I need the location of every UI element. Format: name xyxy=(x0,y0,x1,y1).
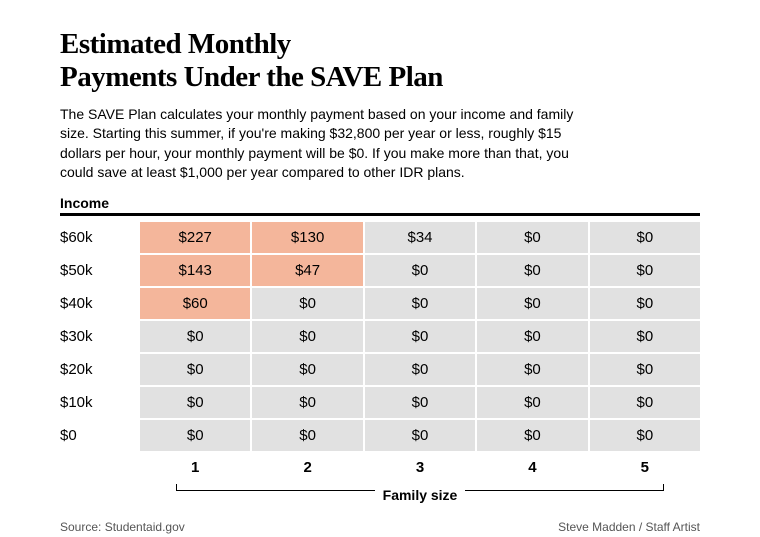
family-size-header: 4 xyxy=(477,455,587,480)
payment-cell: $0 xyxy=(365,255,475,286)
table-row: $30k$0$0$0$0$0 xyxy=(60,321,700,352)
payment-cell: $227 xyxy=(140,222,250,253)
payment-cell: $0 xyxy=(590,354,700,385)
table-row: $60k$227$130$34$0$0 xyxy=(60,222,700,253)
payment-cell: $0 xyxy=(365,354,475,385)
family-size-header: 5 xyxy=(590,455,700,480)
income-level: $20k xyxy=(60,355,140,384)
payment-cell: $0 xyxy=(252,354,362,385)
title-line-1: Estimated Monthly xyxy=(60,28,291,60)
payment-cell: $0 xyxy=(252,420,362,451)
chart-description: The SAVE Plan calculates your monthly pa… xyxy=(60,105,580,183)
payment-cell: $0 xyxy=(477,288,587,319)
payment-cell: $143 xyxy=(140,255,250,286)
payment-cell: $60 xyxy=(140,288,250,319)
payment-cell: $0 xyxy=(590,387,700,418)
payment-cell: $0 xyxy=(140,354,250,385)
top-rule xyxy=(60,213,700,216)
payment-cell: $0 xyxy=(477,222,587,253)
payment-cell: $0 xyxy=(365,387,475,418)
income-level: $0 xyxy=(60,421,140,450)
payment-cell: $0 xyxy=(252,321,362,352)
payment-cell: $0 xyxy=(590,321,700,352)
artist-credit: Steve Madden / Staff Artist xyxy=(558,520,700,534)
payment-cell: $0 xyxy=(252,288,362,319)
payment-cell: $0 xyxy=(590,222,700,253)
payment-cell: $0 xyxy=(590,288,700,319)
income-level: $60k xyxy=(60,223,140,252)
payment-cell: $0 xyxy=(140,387,250,418)
family-size-header: 1 xyxy=(140,455,250,480)
chart-title: Estimated Monthly Payments Under the SAV… xyxy=(60,28,700,95)
income-level: $30k xyxy=(60,322,140,351)
payment-cell: $0 xyxy=(477,255,587,286)
title-line-2: Payments Under the SAVE Plan xyxy=(60,61,443,93)
source-credit: Source: Studentaid.gov xyxy=(60,520,185,534)
payment-cell: $0 xyxy=(590,420,700,451)
table-row: $10k$0$0$0$0$0 xyxy=(60,387,700,418)
payment-cell: $0 xyxy=(140,420,250,451)
table-row: $0$0$0$0$0$0 xyxy=(60,420,700,451)
payment-cell: $0 xyxy=(477,420,587,451)
payment-cell: $0 xyxy=(365,420,475,451)
payment-cell: $0 xyxy=(252,387,362,418)
payment-cell: $130 xyxy=(252,222,362,253)
payment-cell: $0 xyxy=(590,255,700,286)
payment-cell: $0 xyxy=(365,288,475,319)
payment-cell: $0 xyxy=(477,354,587,385)
payment-cell: $34 xyxy=(365,222,475,253)
income-level: $50k xyxy=(60,256,140,285)
credits: Source: Studentaid.gov Steve Madden / St… xyxy=(60,520,700,534)
payment-cell: $0 xyxy=(365,321,475,352)
payment-cell: $0 xyxy=(140,321,250,352)
payments-table: $60k$227$130$34$0$0$50k$143$47$0$0$0$40k… xyxy=(60,222,700,451)
income-level: $10k xyxy=(60,388,140,417)
payment-cell: $47 xyxy=(252,255,362,286)
family-size-header: 3 xyxy=(365,455,475,480)
income-axis-label: Income xyxy=(60,195,700,211)
family-size-header: 2 xyxy=(252,455,362,480)
table-row: $20k$0$0$0$0$0 xyxy=(60,354,700,385)
family-size-bracket: Family size xyxy=(60,482,700,502)
payment-cell: $0 xyxy=(477,387,587,418)
table-row: $50k$143$47$0$0$0 xyxy=(60,255,700,286)
family-size-header-row: 12345 xyxy=(60,455,700,480)
income-level: $40k xyxy=(60,289,140,318)
payment-cell: $0 xyxy=(477,321,587,352)
table-row: $40k$60$0$0$0$0 xyxy=(60,288,700,319)
family-size-axis-label: Family size xyxy=(375,487,466,503)
